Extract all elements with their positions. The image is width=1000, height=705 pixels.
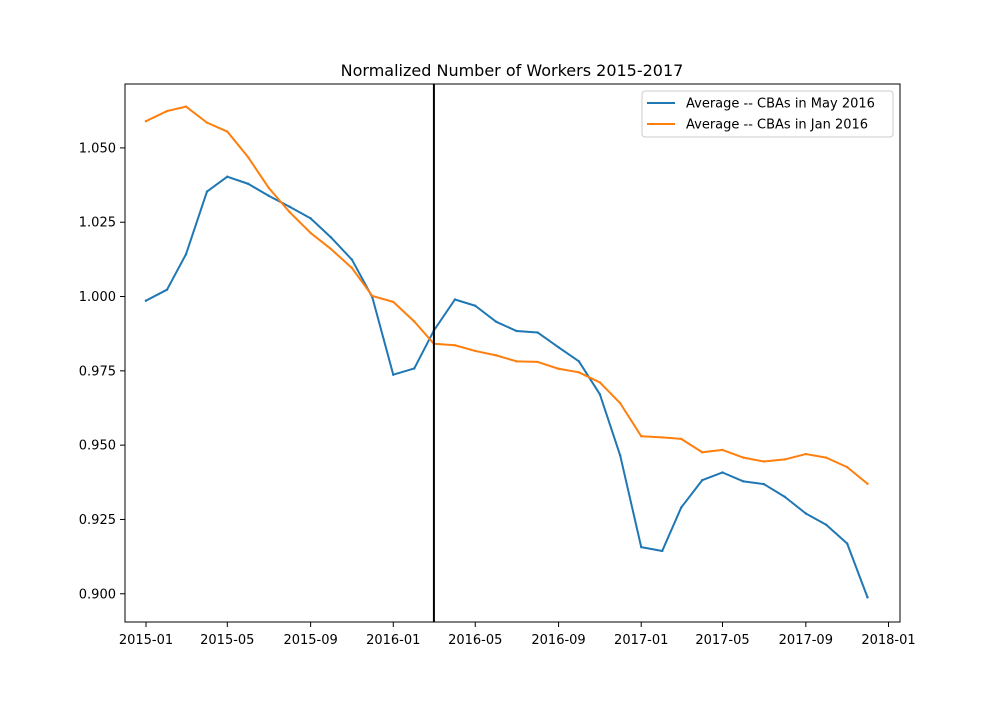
data-point (824, 523, 828, 526)
data-point (144, 299, 148, 302)
data-point (453, 298, 457, 301)
data-point (184, 253, 188, 256)
data-point (783, 458, 787, 461)
data-point (247, 156, 250, 159)
data-point (495, 354, 498, 357)
data-point (742, 456, 745, 459)
data-point (845, 542, 849, 545)
legend-box (641, 90, 894, 138)
data-point (413, 367, 416, 370)
data-point (661, 436, 664, 439)
x-tick-label: 2016-05 (448, 633, 502, 648)
data-point (165, 109, 169, 113)
data-point (866, 482, 869, 485)
data-point (783, 495, 787, 499)
x-tick-label: 2017-09 (779, 633, 833, 648)
data-point (247, 182, 250, 186)
data-point (288, 210, 291, 214)
data-point (721, 471, 724, 474)
legend: Average -- CBAs in May 2016 Average -- CB… (641, 90, 894, 138)
x-tick-label: 2017-01 (614, 633, 668, 648)
x-tick-label: 2016-01 (366, 633, 420, 648)
series-points-2 (144, 105, 869, 485)
data-point (413, 320, 416, 323)
data-point (598, 393, 602, 396)
data-point (640, 435, 643, 438)
x-tick-label: 2015-01 (119, 633, 173, 648)
data-point (453, 344, 457, 347)
y-tick-label: 1.000 (79, 290, 116, 305)
data-point (288, 205, 291, 208)
data-point (267, 186, 270, 189)
data-point (762, 482, 766, 486)
x-tick-label: 2018-01 (861, 633, 915, 648)
data-point (845, 465, 849, 469)
data-point (577, 360, 581, 363)
y-tick-label: 0.975 (79, 364, 116, 379)
data-point (309, 217, 312, 220)
data-point (700, 479, 704, 482)
x-tick-label: 2017-05 (695, 633, 749, 648)
chart-title: Normalized Number of Workers 2015-2017 (341, 61, 684, 80)
data-point (392, 373, 395, 376)
data-point (742, 480, 745, 483)
x-tick-label: 2015-05 (200, 633, 254, 648)
y-tick-label: 0.925 (79, 513, 116, 528)
data-point (804, 452, 808, 456)
data-point (350, 266, 354, 270)
legend-label: Average -- CBAs in Jan 2016 (686, 118, 868, 133)
data-point (804, 512, 808, 515)
y-tick-label: 0.950 (79, 439, 116, 454)
y-tick-label: 1.025 (79, 216, 116, 231)
series-line-1 (144, 175, 869, 599)
data-point (557, 346, 560, 349)
x-tick-label: 2015-09 (283, 633, 337, 648)
data-point (392, 300, 395, 304)
data-point (762, 460, 766, 463)
data-point (371, 294, 374, 298)
data-point (577, 371, 581, 374)
y-tick-label: 1.050 (79, 141, 116, 156)
data-point (536, 360, 539, 364)
y-tick-label: 0.900 (79, 587, 116, 602)
data-point (866, 596, 869, 599)
data-point (205, 190, 209, 193)
axes: 2015-01 2015-05 2015-09 2016-01 2016-05 2016-… (79, 141, 916, 648)
data-point (205, 121, 209, 124)
data-point (515, 360, 518, 363)
data-point (144, 119, 148, 123)
data-point (515, 329, 518, 333)
plot-area (144, 84, 869, 622)
data-point (679, 437, 683, 441)
data-point (700, 451, 704, 454)
data-point (267, 194, 270, 197)
data-point (474, 304, 477, 307)
data-point (495, 320, 498, 323)
data-point (165, 288, 169, 291)
data-point (184, 105, 188, 108)
x-tick-label: 2016-09 (531, 633, 585, 648)
data-point (309, 231, 312, 235)
data-point (619, 454, 622, 457)
data-point (474, 349, 477, 353)
data-point (661, 549, 664, 553)
data-point (329, 247, 333, 251)
series-line-2 (144, 105, 869, 486)
data-point (350, 258, 354, 261)
data-point (640, 545, 643, 549)
legend-label: Average -- CBAs in May 2016 (686, 97, 875, 112)
data-point (619, 402, 622, 405)
data-point (226, 130, 229, 133)
data-point (329, 236, 333, 239)
data-point (824, 456, 828, 459)
data-point (557, 367, 560, 370)
data-point (226, 175, 229, 178)
data-point (536, 331, 539, 334)
data-point (679, 506, 683, 509)
data-point (598, 381, 602, 384)
plot-frame (124, 83, 901, 623)
data-point (721, 448, 724, 452)
